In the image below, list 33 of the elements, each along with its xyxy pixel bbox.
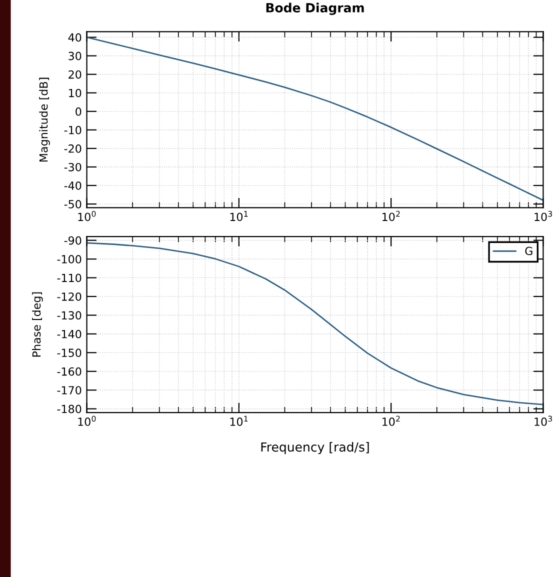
y-tick-label: 10 <box>69 88 82 98</box>
y-tick-label: -30 <box>64 162 82 172</box>
x-axis-title: Frequency [rad/s] <box>261 442 369 454</box>
y-axis-title: Phase [deg] <box>32 292 43 357</box>
y-tick-label: -150 <box>57 348 82 358</box>
y-tick-label: -160 <box>57 367 82 376</box>
y-tick-label: -110 <box>57 274 82 282</box>
y-tick-label: -140 <box>57 330 82 338</box>
y-tick-label: -170 <box>57 386 82 394</box>
x-tick-label: 10$^{3}$ <box>534 210 552 222</box>
x-tick-label: 10$^{1}$ <box>230 416 248 426</box>
y-tick-label: -120 <box>57 292 82 301</box>
y-tick-label: -10 <box>64 126 82 134</box>
legend-label: G <box>525 246 532 256</box>
x-tick-label: 10$^{0}$ <box>78 210 96 222</box>
y-tick-label: -50 <box>64 200 82 208</box>
y-tick-label: 30 <box>68 52 82 60</box>
y-tick-label: -40 <box>64 181 82 190</box>
x-tick-label: 10$^{1}$ <box>230 211 248 222</box>
y-tick-label: -130 <box>57 311 82 320</box>
x-tick-label: 10$^{2}$ <box>382 210 400 222</box>
chart-title: Bode Diagram <box>266 2 364 15</box>
y-axis-title: Magnitude [dB] <box>39 78 50 162</box>
y-tick-label: 0 <box>76 107 82 116</box>
x-tick-label: 10$^{3}$ <box>534 416 552 426</box>
y-tick-label: -100 <box>57 255 82 264</box>
y-tick-label: -180 <box>57 404 82 414</box>
x-tick-label: 10$^{0}$ <box>78 416 96 426</box>
y-tick-label: -90 <box>64 236 82 245</box>
y-tick-label: 20 <box>68 70 82 79</box>
x-tick-label: 10$^{2}$ <box>382 416 400 426</box>
y-tick-label: -20 <box>64 144 82 153</box>
y-tick-label: 40 <box>68 33 82 42</box>
